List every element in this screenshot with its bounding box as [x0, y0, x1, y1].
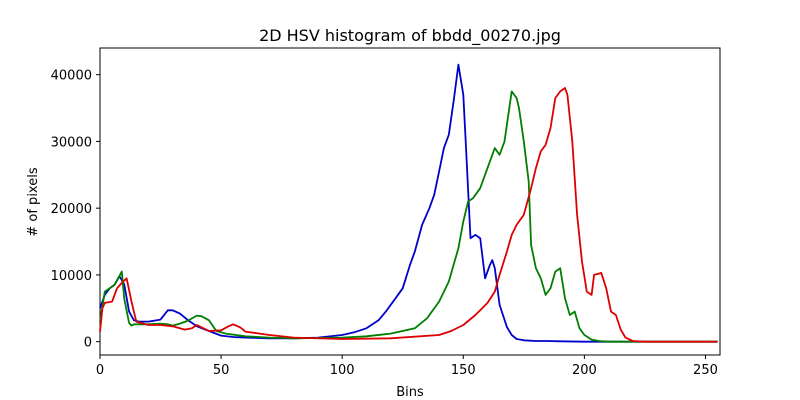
y-tick-label: 0 — [84, 336, 92, 351]
y-tick-label: 40000 — [51, 69, 92, 84]
x-tick-label: 0 — [96, 363, 104, 378]
series-layer — [99, 63, 718, 343]
x-tick-label: 200 — [572, 363, 597, 378]
y-tick-label: 30000 — [51, 135, 92, 150]
x-tick-label: 250 — [693, 363, 718, 378]
y-tick-label: 20000 — [51, 202, 92, 217]
chart-title: 2D HSV histogram of bbdd_00270.jpg — [259, 26, 561, 46]
plot-frame — [99, 47, 721, 356]
series-line-blue — [99, 63, 718, 343]
x-tick-label: 150 — [451, 363, 476, 378]
x-axis-label: Bins — [396, 385, 424, 400]
x-axis-ticks: 0 50 100 150 200 250 — [96, 355, 718, 378]
series-line-green — [99, 90, 718, 343]
x-tick-label: 50 — [213, 363, 230, 378]
y-axis-label: # of pixels — [26, 167, 41, 236]
y-tick-label: 10000 — [51, 269, 92, 284]
series-line-red — [99, 87, 718, 343]
y-axis-ticks: 0 10000 20000 30000 40000 — [51, 69, 100, 351]
x-tick-label: 100 — [330, 363, 355, 378]
